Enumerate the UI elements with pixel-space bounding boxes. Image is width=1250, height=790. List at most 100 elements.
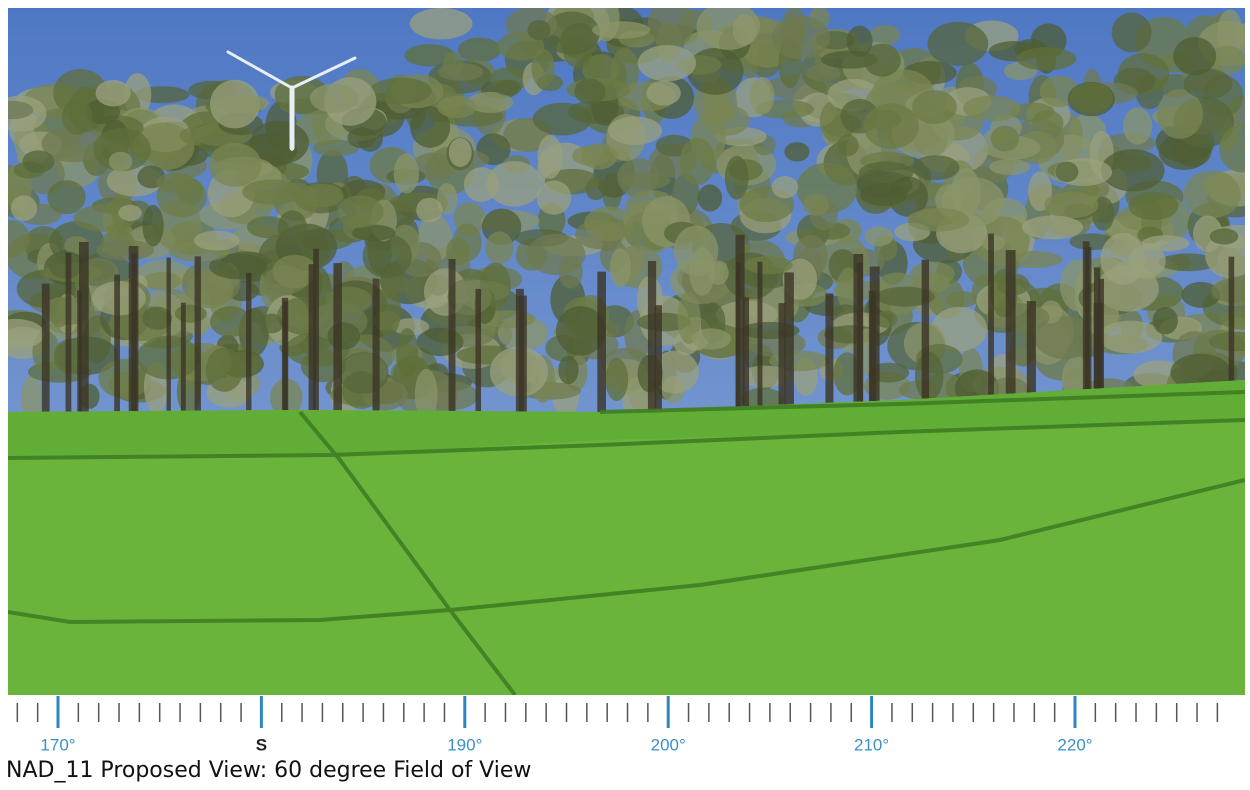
scale-label: 210° (854, 735, 889, 754)
foliage (607, 116, 663, 146)
field-lines (8, 390, 1245, 695)
foliage (864, 226, 894, 247)
foliage (1173, 36, 1217, 76)
trunk (515, 288, 524, 489)
foliage (1010, 102, 1055, 122)
foliage (325, 286, 372, 314)
foliage (242, 179, 303, 205)
trunk (784, 272, 794, 473)
foliage (404, 44, 455, 67)
foliage (1181, 281, 1221, 308)
trunk (448, 259, 456, 460)
trunk (194, 256, 201, 457)
trunk (988, 233, 994, 434)
wind-turbine (226, 50, 357, 151)
foliage (591, 21, 651, 39)
foliage (362, 233, 412, 279)
foliage (697, 184, 723, 212)
trunk (283, 301, 288, 502)
foliage (95, 79, 131, 107)
foliage (802, 194, 829, 216)
trunk (475, 288, 482, 489)
caption: NAD_11 Proposed View: 60 degree Field of… (6, 758, 531, 783)
foliage (118, 204, 142, 222)
foliage (1209, 228, 1239, 245)
foliage (416, 197, 443, 223)
foliage (209, 253, 268, 280)
foliage (574, 78, 606, 105)
foliage (47, 180, 86, 215)
trunk (1228, 256, 1235, 457)
foliage (869, 24, 901, 46)
foliage (863, 103, 919, 150)
foliage (392, 318, 430, 336)
foliage (1044, 191, 1099, 219)
foliage (771, 15, 831, 60)
foliage (416, 327, 464, 357)
foliage (22, 150, 55, 173)
scale-label: S (256, 735, 267, 754)
foliage (617, 157, 660, 198)
foliage (581, 143, 618, 170)
foliage (369, 77, 432, 105)
foliage (338, 352, 389, 394)
foliage (174, 304, 207, 323)
foliage (1152, 306, 1178, 335)
foliage (677, 292, 701, 344)
foliage (1098, 320, 1163, 354)
foliage (336, 195, 384, 228)
foliage (912, 90, 957, 124)
foliage (61, 98, 93, 135)
foliage (696, 8, 761, 50)
foliage (647, 8, 695, 50)
foliage (259, 313, 284, 334)
trunk (131, 253, 137, 454)
trunk (372, 278, 380, 479)
foliage (846, 25, 873, 57)
foliage (744, 255, 793, 275)
foliage (584, 206, 634, 242)
foliage (703, 104, 750, 136)
foliage (21, 375, 43, 421)
foliage (536, 180, 572, 215)
trunk (597, 271, 606, 472)
trunk (921, 259, 930, 460)
scale-label: 190° (447, 735, 482, 754)
foliage (142, 306, 173, 330)
foliage (989, 158, 1031, 176)
foliage (410, 106, 451, 148)
foliage (1193, 215, 1223, 253)
trunk (853, 253, 864, 454)
foliage (531, 48, 555, 88)
foliage (485, 231, 514, 265)
foliage (93, 127, 151, 172)
foliage (555, 306, 606, 356)
foliage (543, 11, 600, 55)
foliage (1158, 253, 1218, 272)
foliage (749, 76, 775, 115)
foliage (910, 261, 955, 287)
foliage (312, 139, 360, 157)
foliage (327, 322, 361, 350)
foliage (951, 167, 982, 217)
foliage (582, 54, 619, 86)
foliage (724, 155, 749, 200)
foliage (486, 161, 543, 207)
foliage (352, 224, 396, 242)
foliage (990, 125, 1019, 152)
foliage (8, 100, 34, 120)
foliage (863, 43, 901, 77)
foliage (739, 365, 790, 388)
foliage (1183, 68, 1233, 100)
foliage (96, 239, 155, 261)
trunk (1097, 278, 1105, 479)
trunk (778, 303, 786, 504)
foliage (605, 357, 629, 401)
foliage (298, 183, 344, 208)
foliage (272, 254, 318, 289)
foliage (1021, 215, 1084, 240)
foliage (205, 347, 244, 392)
trunk (1005, 250, 1016, 451)
foliage (414, 368, 438, 421)
foliage (1219, 124, 1245, 173)
